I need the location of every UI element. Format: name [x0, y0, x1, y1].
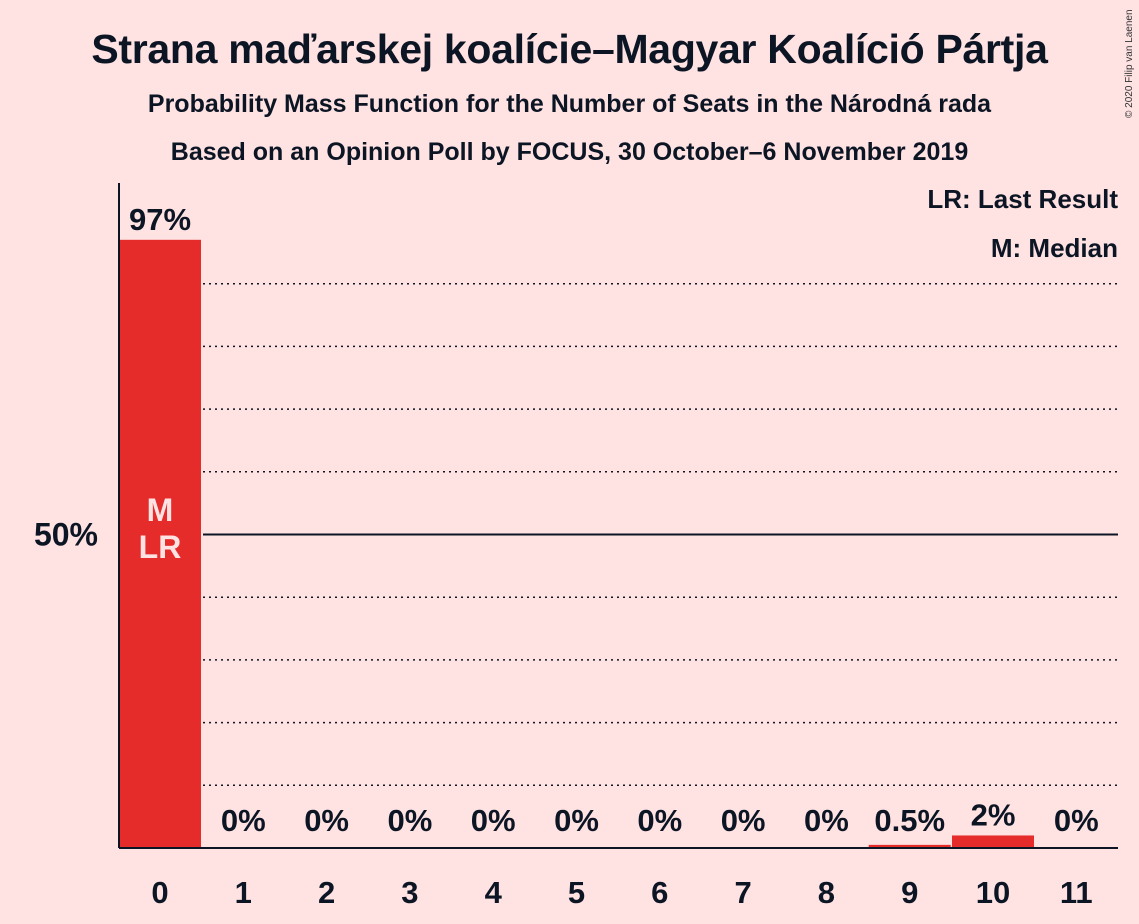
x-tick-label: 0 — [151, 875, 168, 910]
data-label: 97% — [129, 202, 191, 237]
x-tick-label: 11 — [1060, 875, 1093, 910]
data-label: 0% — [1054, 803, 1099, 838]
x-tick-label: 10 — [976, 875, 1010, 910]
data-label: 2% — [971, 797, 1016, 832]
chart-subtitle: Probability Mass Function for the Number… — [147, 90, 992, 118]
median-marker: M — [147, 492, 174, 528]
data-label: 0% — [387, 803, 432, 838]
data-label: 0.5% — [874, 803, 945, 838]
x-tick-label: 4 — [485, 875, 503, 910]
x-tick-label: 8 — [818, 875, 835, 910]
data-label: 0% — [221, 803, 266, 838]
x-tick-label: 5 — [568, 875, 585, 910]
data-label: 0% — [471, 803, 516, 838]
chart-source: Based on an Opinion Poll by FOCUS, 30 Oc… — [170, 138, 969, 166]
x-tick-label: 2 — [318, 875, 335, 910]
data-label: 0% — [804, 803, 849, 838]
data-label: 0% — [304, 803, 349, 838]
data-label: 0% — [721, 803, 766, 838]
y-tick-label: 50% — [34, 517, 98, 553]
bar-10 — [952, 835, 1034, 848]
data-label: 0% — [554, 803, 599, 838]
x-tick-label: 1 — [235, 875, 252, 910]
legend-last-result: LR: Last Result — [927, 184, 1118, 214]
x-tick-label: 3 — [401, 875, 418, 910]
chart-title: Strana maďarskej koalície–Magyar Koalíci… — [91, 26, 1048, 72]
x-tick-label: 6 — [651, 875, 668, 910]
last-result-marker: LR — [139, 529, 182, 565]
bar-9 — [868, 844, 951, 848]
bar-0 — [119, 239, 201, 848]
legend-median: M: Median — [990, 233, 1118, 263]
x-tick-label: 7 — [734, 875, 751, 910]
x-tick-label: 9 — [901, 875, 918, 910]
data-label: 0% — [637, 803, 682, 838]
